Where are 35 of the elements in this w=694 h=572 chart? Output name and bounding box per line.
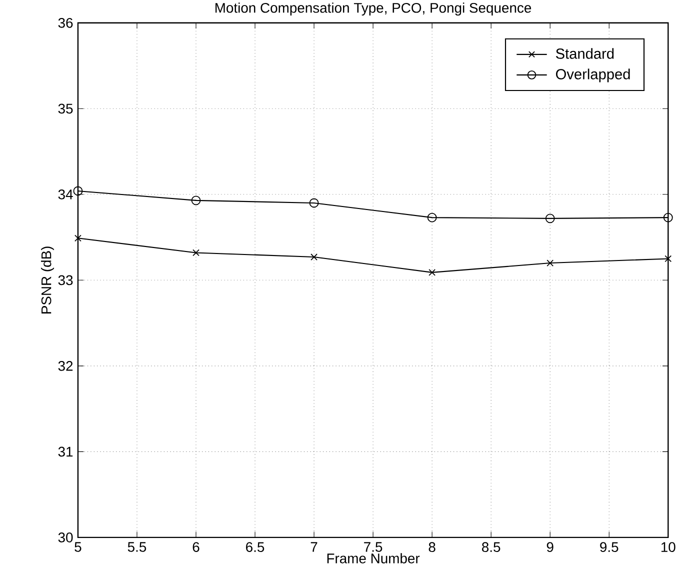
point xyxy=(428,269,436,276)
point xyxy=(546,260,554,267)
x-axis-title: Frame Number xyxy=(327,553,420,564)
x-tick-label: 5 xyxy=(74,542,82,552)
y-tick-label: 34 xyxy=(58,190,73,200)
x-tick-label: 9.5 xyxy=(600,542,618,552)
chart-title: Motion Compensation Type, PCO, Pongi Sequence xyxy=(216,2,532,16)
x-tick-label: 6.5 xyxy=(246,542,264,552)
point xyxy=(73,186,83,196)
point xyxy=(191,196,201,206)
x-tick-label: 7.5 xyxy=(364,542,382,552)
point xyxy=(310,254,318,261)
legend-label: Standard xyxy=(556,48,614,59)
x-tick-label: 8 xyxy=(428,542,436,552)
point xyxy=(74,234,82,242)
y-tick-label: 33 xyxy=(58,275,73,286)
y-tick-label: 32 xyxy=(58,361,73,371)
y-tick-label: 30 xyxy=(58,532,73,542)
x-tick-label: 5.5 xyxy=(128,542,146,552)
legend-label: Overlapped xyxy=(556,68,630,82)
point xyxy=(309,198,319,208)
x-tick-label: 6 xyxy=(192,542,200,552)
point xyxy=(192,249,200,256)
x-tick-label: 8.5 xyxy=(482,542,500,552)
point xyxy=(663,212,673,222)
y-tick-label: 31 xyxy=(58,446,73,457)
y-tick-label: 35 xyxy=(58,104,73,114)
y-axis-title: PSNR (dB) xyxy=(41,246,54,314)
point xyxy=(545,214,555,224)
point xyxy=(664,255,672,262)
x-tick-label: 10 xyxy=(661,542,676,552)
x-tick-label: 7 xyxy=(310,542,318,552)
x-tick-label: 9 xyxy=(546,542,554,552)
y-tick-label: 36 xyxy=(58,18,73,28)
point xyxy=(427,212,437,222)
